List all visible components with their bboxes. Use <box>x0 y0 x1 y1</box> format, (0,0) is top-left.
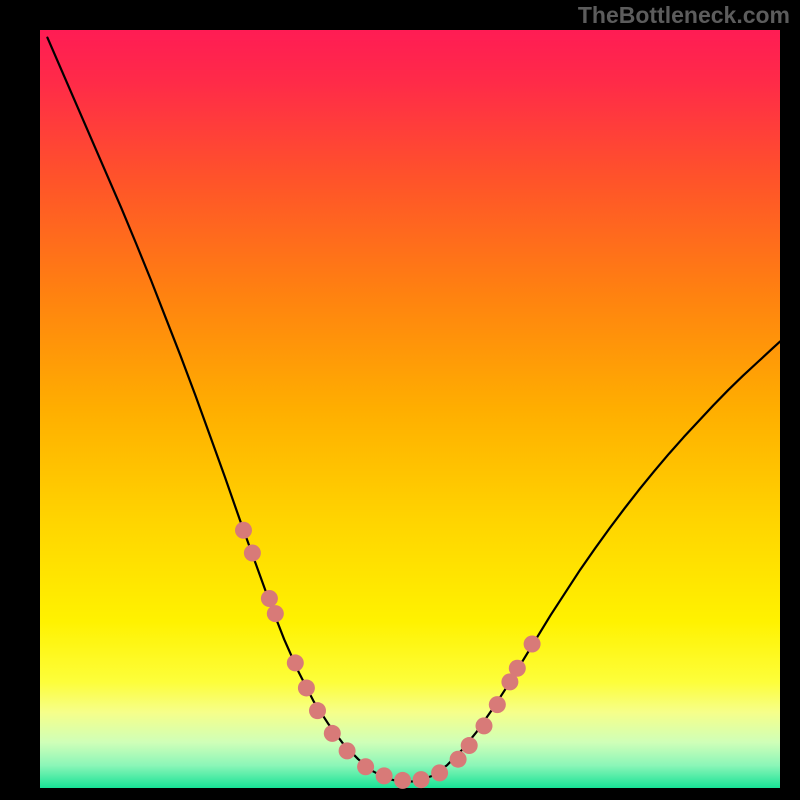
marker-dot <box>235 522 252 539</box>
marker-dot <box>476 717 493 734</box>
marker-dot <box>244 545 261 562</box>
bottleneck-chart <box>0 0 800 800</box>
marker-dot <box>261 590 278 607</box>
marker-dot <box>394 772 411 789</box>
scatter-markers <box>235 522 541 789</box>
marker-dot <box>309 702 326 719</box>
marker-dot <box>357 758 374 775</box>
v-curve <box>47 38 780 782</box>
marker-dot <box>431 764 448 781</box>
marker-dot <box>413 771 430 788</box>
marker-dot <box>450 751 467 768</box>
marker-dot <box>287 654 304 671</box>
marker-dot <box>376 767 393 784</box>
marker-dot <box>267 605 284 622</box>
marker-dot <box>298 679 315 696</box>
marker-dot <box>461 737 478 754</box>
marker-dot <box>339 742 356 759</box>
marker-dot <box>324 725 341 742</box>
marker-dot <box>509 660 526 677</box>
marker-dot <box>489 696 506 713</box>
marker-dot <box>524 635 541 652</box>
